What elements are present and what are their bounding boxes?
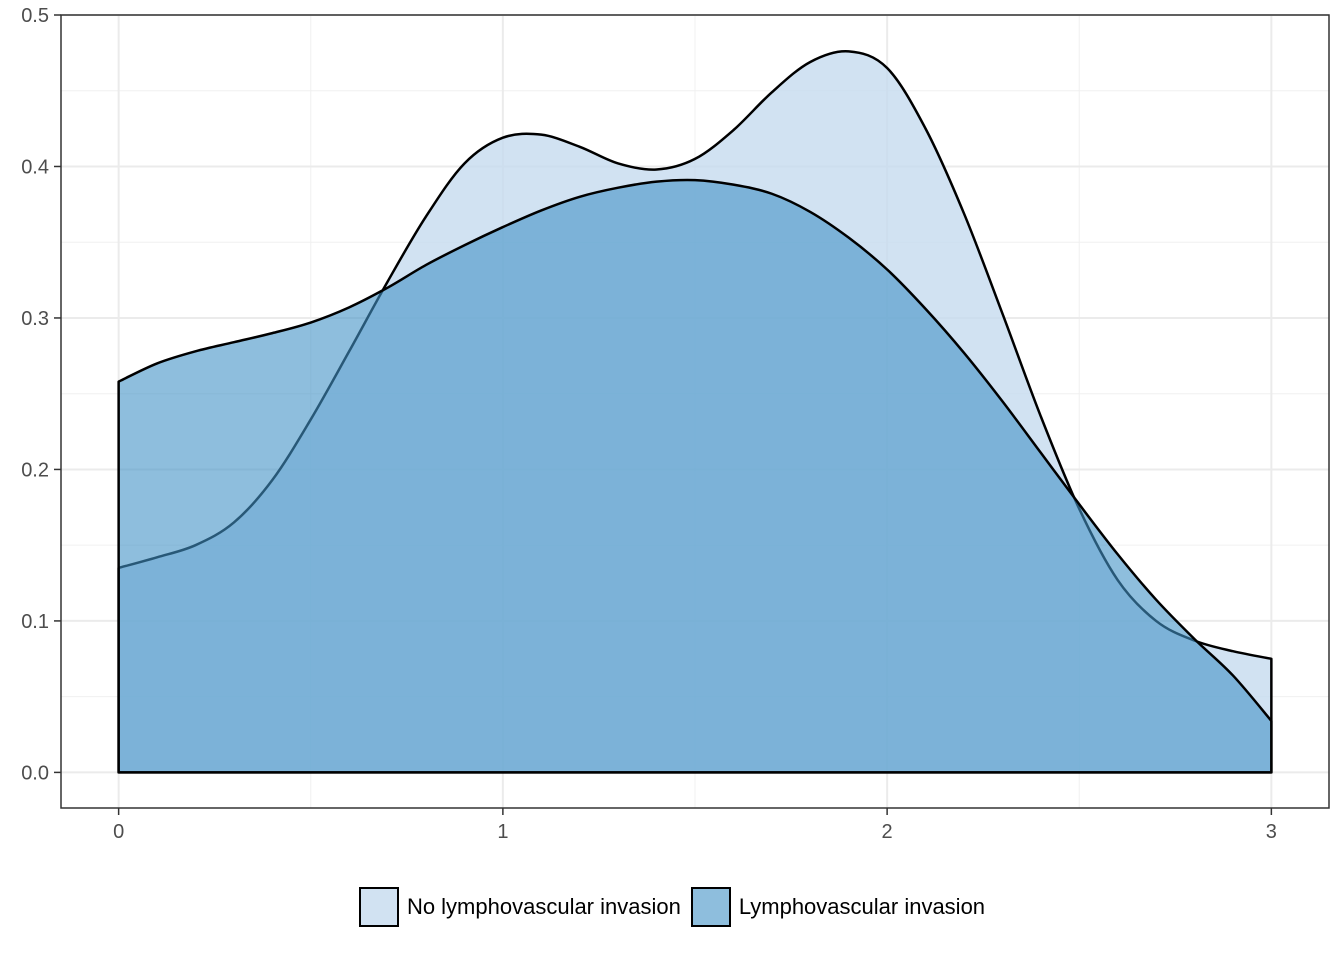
legend-item-no-lvi: No lymphovascular invasion xyxy=(358,887,681,927)
x-tick-label: 2 xyxy=(882,821,893,843)
legend: No lymphovascular invasion Lymphovascula… xyxy=(0,884,1344,930)
legend-swatch-lvi xyxy=(690,887,731,927)
density-areas xyxy=(117,49,1273,774)
y-tick-label: 0.1 xyxy=(21,611,49,633)
legend-label-no-lvi: No lymphovascular invasion xyxy=(406,894,681,919)
legend-label-lvi: Lymphovascular invasion xyxy=(738,894,986,919)
x-tick-label: 0 xyxy=(113,821,124,843)
density-area-lvi xyxy=(117,178,1273,774)
legend-item-lvi: Lymphovascular invasion xyxy=(690,887,986,927)
legend-swatch-no-lvi xyxy=(358,887,399,927)
y-tick-label: 0.0 xyxy=(21,762,49,784)
y-tick-label: 0.2 xyxy=(21,459,49,481)
y-tick-label: 0.3 xyxy=(21,308,49,330)
axes: 0 1 2 3 0.0 0.1 0.2 0.3 0.4 0.5 xyxy=(21,5,1277,843)
y-tick-label: 0.4 xyxy=(21,156,49,178)
y-tick-label: 0.5 xyxy=(21,5,49,27)
x-tick-label: 1 xyxy=(497,821,508,843)
x-tick-label: 3 xyxy=(1266,821,1277,843)
plot-panel-border xyxy=(60,14,1330,809)
